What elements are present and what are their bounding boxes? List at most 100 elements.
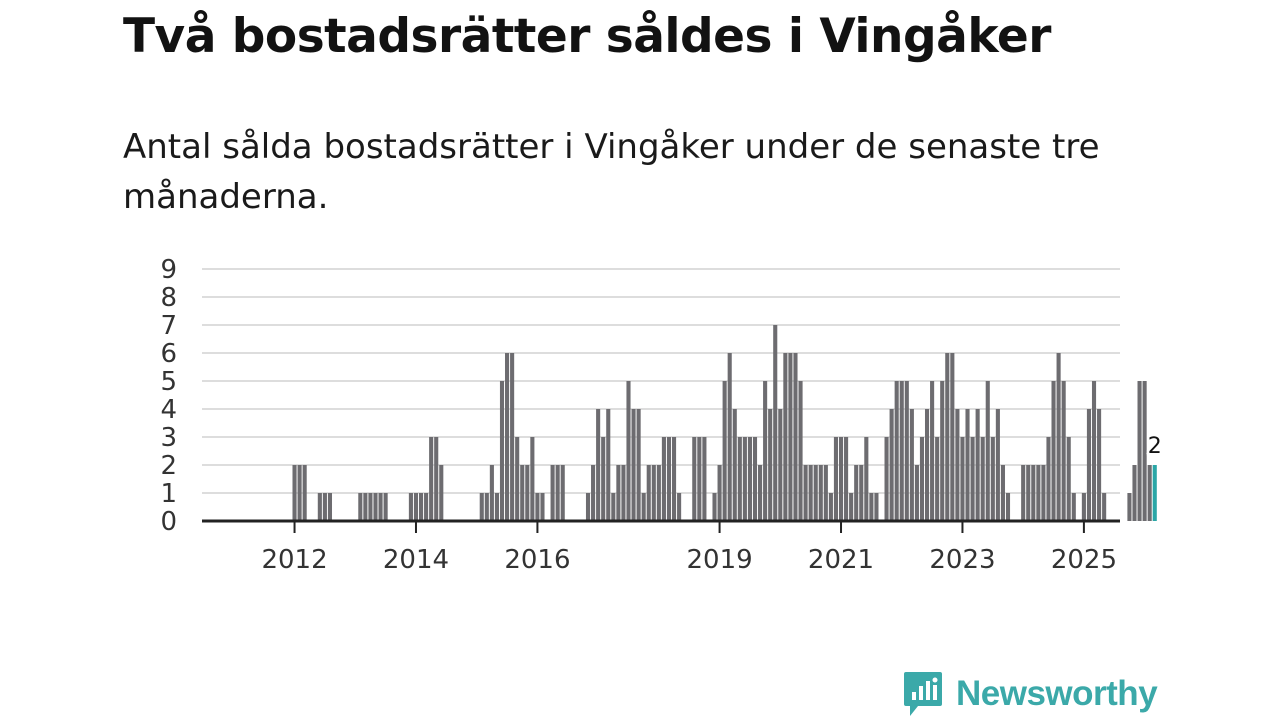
bar: [550, 465, 555, 521]
bar: [479, 493, 484, 521]
bars: [292, 325, 1157, 521]
bar: [742, 437, 747, 521]
bar: [1056, 353, 1061, 521]
bar: [1021, 465, 1026, 521]
bar: [1026, 465, 1031, 521]
bar: [732, 409, 737, 521]
bar: [494, 493, 499, 521]
bar: [990, 437, 995, 521]
bar: [778, 409, 783, 521]
bar: [677, 493, 682, 521]
x-tick-label: 2012: [261, 545, 327, 575]
bar: [985, 381, 990, 521]
bar: [1147, 465, 1152, 521]
bar: [585, 493, 591, 521]
bar: [849, 493, 854, 521]
bar: [995, 409, 1000, 521]
bar: [813, 465, 818, 521]
chart-title: Två bostadsrätter såldes i Vingåker: [123, 9, 1051, 64]
bar: [838, 437, 844, 521]
bar: [520, 465, 525, 521]
bar: [1041, 465, 1046, 521]
bar: [641, 493, 646, 521]
bar: [712, 493, 717, 521]
bar: [823, 465, 828, 521]
bar: [930, 381, 935, 521]
bar: [950, 353, 955, 521]
bar: [803, 465, 808, 521]
bar: [661, 437, 666, 521]
y-tick-label: 7: [160, 311, 177, 341]
bar: [530, 437, 535, 521]
bar: [535, 493, 540, 521]
bar: [611, 493, 616, 521]
bar: [302, 465, 307, 521]
y-tick-label: 4: [160, 395, 177, 425]
bar: [626, 381, 631, 521]
bar: [327, 493, 333, 521]
y-tick-label: 6: [160, 339, 177, 369]
bar: [909, 409, 914, 521]
y-tick-label: 3: [160, 423, 177, 453]
bar: [434, 437, 439, 521]
bar: [358, 493, 363, 521]
newsworthy-logo-icon: [904, 672, 942, 716]
bar: [651, 465, 656, 521]
bar: [499, 381, 505, 521]
bar: [935, 437, 940, 521]
bar: [874, 493, 879, 521]
bar: [489, 465, 494, 521]
bar: [980, 437, 985, 521]
bar: [1051, 381, 1056, 521]
bar: [722, 381, 727, 521]
bar: [833, 437, 839, 521]
x-tick-label: 2021: [808, 545, 874, 575]
bar: [636, 409, 641, 521]
bar: [601, 437, 606, 521]
bar: [955, 409, 960, 521]
bar: [322, 493, 327, 521]
bar: [869, 493, 874, 521]
bar: [692, 437, 697, 521]
bar: [429, 437, 434, 521]
y-tick-label: 8: [160, 283, 177, 313]
bar: [666, 437, 672, 521]
bar: [484, 493, 489, 521]
bar: [671, 437, 677, 521]
x-tick-label: 2014: [383, 545, 449, 575]
bar: [616, 465, 621, 521]
chart-subtitle: Antal sålda bostadsrätter i Vingåker und…: [123, 127, 1100, 217]
bar: [631, 409, 636, 521]
bar: [854, 465, 859, 521]
bar: [859, 465, 864, 521]
y-tick-label: 5: [160, 367, 177, 397]
x-axis-ticks: 2012 2014 2016 2019 2021 2023 2025: [261, 521, 1117, 575]
brand-name: Newsworthy: [956, 674, 1158, 713]
bar: [413, 493, 419, 521]
bar: [378, 493, 383, 521]
bar: [505, 353, 510, 521]
newsworthy-logo: Newsworthy: [902, 670, 1158, 718]
bar: [960, 437, 965, 521]
bar: [1132, 465, 1137, 521]
bar: [1046, 437, 1051, 521]
bar: [1142, 381, 1147, 521]
bar: [793, 353, 798, 521]
bar: [808, 465, 813, 521]
bar: [363, 493, 368, 521]
bar: [828, 493, 833, 521]
bar: [818, 465, 823, 521]
y-tick-label: 0: [160, 507, 177, 537]
bar: [844, 437, 849, 521]
bar: [560, 465, 565, 521]
x-tick-label: 2025: [1051, 545, 1117, 575]
bar: [1127, 493, 1132, 521]
bar: [773, 325, 778, 521]
bar: [1086, 409, 1092, 521]
bar: [864, 437, 869, 521]
bar: [788, 353, 793, 521]
bar: [621, 465, 626, 521]
bar: [1152, 465, 1157, 521]
